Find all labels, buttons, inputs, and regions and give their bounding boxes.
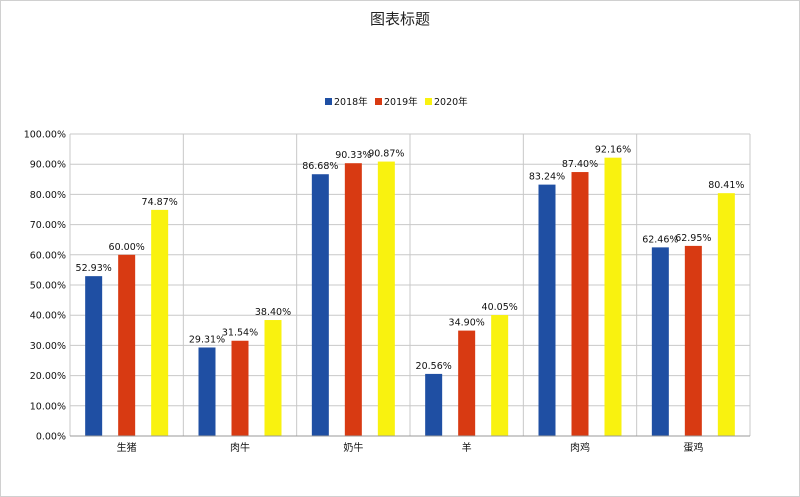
bars-layer xyxy=(85,157,735,437)
data-label: 90.87% xyxy=(368,149,404,160)
legend-swatch xyxy=(375,98,382,105)
bar xyxy=(491,315,509,436)
data-label: 34.90% xyxy=(449,318,485,329)
data-label: 62.95% xyxy=(675,233,711,244)
legend-swatch xyxy=(325,98,332,105)
data-label: 20.56% xyxy=(416,361,452,372)
data-label: 40.05% xyxy=(482,302,518,313)
bar xyxy=(344,163,362,436)
y-tick-label: 70.00% xyxy=(30,220,66,231)
data-label: 92.16% xyxy=(595,145,631,156)
legend: 2018年 2019年 2020年 xyxy=(325,96,468,108)
data-label: 31.54% xyxy=(222,328,258,339)
bar xyxy=(651,247,669,436)
y-tick-label: 20.00% xyxy=(30,371,66,382)
x-tick-label: 羊 xyxy=(462,441,472,454)
data-label: 38.40% xyxy=(255,307,291,318)
x-tick-label: 肉鸡 xyxy=(570,441,590,454)
bar xyxy=(458,330,476,436)
legend-swatch xyxy=(425,98,432,105)
x-tick-label: 肉牛 xyxy=(230,441,250,454)
bar xyxy=(717,193,735,436)
x-tick-label: 蛋鸡 xyxy=(683,441,703,454)
bar xyxy=(118,254,136,436)
legend-label: 2019年 xyxy=(384,96,418,108)
data-label: 86.68% xyxy=(302,161,338,172)
bar xyxy=(684,245,702,436)
bar xyxy=(425,373,443,436)
y-tick-label: 90.00% xyxy=(30,160,66,171)
bar xyxy=(571,172,589,436)
x-tick-label: 生猪 xyxy=(117,441,137,454)
bar xyxy=(198,347,216,436)
y-tick-label: 100.00% xyxy=(24,130,66,141)
data-label: 80.41% xyxy=(708,180,744,191)
bar xyxy=(85,276,103,436)
y-tick-label: 0.00% xyxy=(36,432,66,443)
data-label: 52.93% xyxy=(76,263,112,274)
y-tick-label: 80.00% xyxy=(30,190,66,201)
labels-layer: 52.93% 60.00% 74.87% 29.31%31.54% 38.40% 86.6… xyxy=(76,145,745,372)
data-label: 74.87% xyxy=(142,197,178,208)
x-tick-label: 奶牛 xyxy=(343,441,363,454)
axis-layer: 0.00% 10.00% 20.00% 30.00% 40.00% 50.00% 60.00… xyxy=(24,130,750,454)
y-tick-label: 10.00% xyxy=(30,401,66,412)
bar xyxy=(231,340,249,436)
bar xyxy=(264,320,282,436)
bar xyxy=(151,209,169,436)
legend-label: 2018年 xyxy=(334,96,368,108)
y-tick-label: 40.00% xyxy=(30,311,66,322)
grid-layer xyxy=(69,133,751,437)
data-label: 83.24% xyxy=(529,172,565,183)
y-tick-label: 50.00% xyxy=(30,281,66,292)
y-tick-label: 30.00% xyxy=(30,341,66,352)
bar xyxy=(538,184,556,436)
bar xyxy=(604,157,622,436)
data-label: 60.00% xyxy=(109,242,145,253)
data-label: 29.31% xyxy=(189,334,225,345)
chart-title: 图表标题 xyxy=(369,10,430,28)
data-label: 62.46% xyxy=(642,234,678,245)
data-label: 87.40% xyxy=(562,159,598,170)
bar xyxy=(311,174,329,437)
legend-label: 2020年 xyxy=(434,96,468,108)
y-tick-label: 60.00% xyxy=(30,250,66,261)
bar xyxy=(377,161,395,436)
data-label: 90.33% xyxy=(335,150,371,161)
